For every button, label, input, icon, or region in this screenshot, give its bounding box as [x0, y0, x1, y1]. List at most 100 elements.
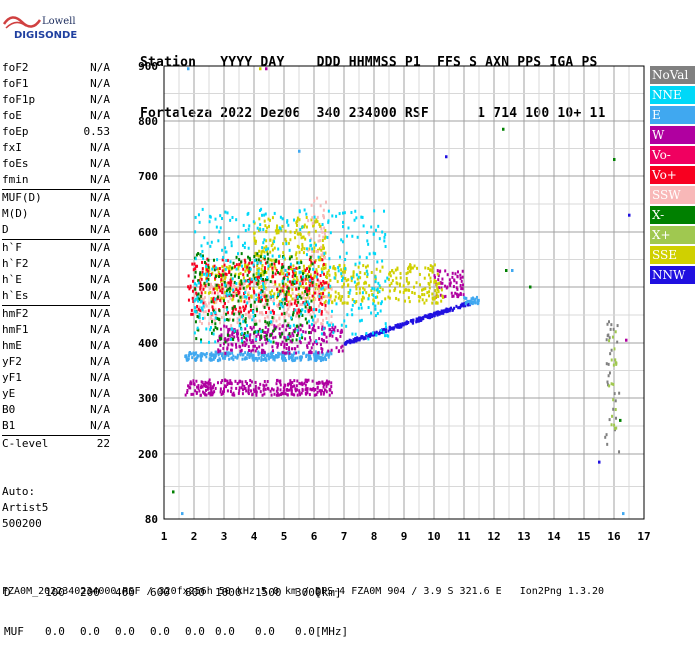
echo-point — [374, 280, 377, 284]
echo-point — [272, 388, 275, 392]
y-tick-label: 600 — [138, 226, 158, 239]
echo-point — [278, 306, 281, 310]
echo-point — [194, 389, 197, 393]
echo-point — [333, 266, 336, 270]
echo-point — [313, 274, 316, 278]
echo-point — [241, 286, 244, 290]
echo-point — [334, 290, 337, 294]
echo-point — [451, 275, 454, 279]
echo-point — [306, 344, 309, 348]
echo-point — [203, 391, 206, 395]
echo-point — [217, 239, 220, 243]
echo-point — [273, 246, 276, 250]
echo-point — [330, 352, 333, 356]
echo-point — [334, 271, 337, 275]
param-value: N/A — [90, 207, 110, 220]
echo-point — [453, 306, 456, 310]
echo-point — [211, 320, 214, 324]
echo-point — [269, 258, 272, 262]
echo-point — [308, 258, 311, 262]
echo-point — [409, 263, 412, 267]
echo-point — [304, 237, 307, 241]
echo-point — [337, 296, 340, 300]
echo-point — [190, 312, 193, 316]
echo-point — [272, 299, 275, 303]
echo-point — [358, 261, 361, 265]
echo-point — [227, 311, 230, 315]
echo-point — [400, 323, 403, 327]
echo-point — [223, 301, 226, 305]
echo-point — [219, 226, 222, 230]
echo-point — [413, 264, 416, 268]
echo-point — [255, 393, 258, 397]
echo-point — [282, 272, 285, 276]
echo-point — [347, 226, 350, 230]
echo-point — [250, 280, 253, 284]
echo-point — [258, 254, 261, 258]
echo-point — [211, 386, 214, 390]
echo-point — [207, 263, 210, 267]
echo-point — [310, 322, 313, 326]
echo-point — [303, 223, 306, 227]
echo-point — [321, 327, 324, 331]
echo-point — [254, 241, 257, 245]
echo-point — [310, 351, 313, 355]
echo-point — [201, 254, 204, 258]
echo-point — [296, 266, 299, 270]
echo-point — [246, 353, 249, 357]
echo-point — [240, 339, 243, 343]
echo-point — [315, 249, 318, 253]
echo-point — [610, 423, 613, 427]
echo-point — [331, 300, 334, 304]
echo-point — [456, 270, 459, 274]
legend-entry: SSE — [650, 246, 695, 264]
echo-point — [216, 295, 219, 299]
echo-point — [328, 273, 331, 277]
logo-wave-icon — [2, 16, 42, 28]
echo-point — [250, 277, 253, 281]
echo-point — [297, 325, 300, 329]
echo-point — [407, 296, 410, 300]
echo-point — [455, 286, 458, 290]
echo-point — [237, 310, 240, 314]
echo-point — [193, 294, 196, 298]
echo-point — [362, 264, 365, 268]
echo-point — [309, 338, 312, 342]
echo-point — [340, 323, 343, 327]
echo-point — [286, 276, 289, 280]
echo-point — [399, 322, 402, 326]
echo-point — [280, 269, 283, 273]
echo-point — [309, 354, 312, 358]
echo-point — [353, 218, 356, 222]
echo-point — [286, 285, 289, 289]
echo-point — [351, 313, 354, 317]
echo-point — [302, 296, 305, 300]
echo-point — [276, 391, 279, 395]
echo-point — [251, 339, 254, 343]
echo-point — [224, 246, 227, 250]
echo-point — [241, 357, 244, 361]
echo-point — [210, 358, 213, 362]
echo-point — [329, 294, 332, 298]
echo-point — [423, 276, 426, 280]
param-name: M(D) — [2, 207, 29, 220]
echo-point — [222, 279, 225, 283]
echo-point — [200, 289, 203, 293]
param-value: N/A — [90, 323, 110, 336]
echo-point — [235, 293, 238, 297]
echo-point — [325, 384, 328, 388]
echo-point — [307, 291, 310, 295]
echo-point — [271, 295, 274, 299]
echo-point — [254, 322, 257, 326]
echo-point — [279, 388, 282, 392]
echo-point — [346, 301, 349, 305]
echo-point — [228, 334, 231, 338]
legend-entry: NoVal — [650, 66, 695, 84]
echo-point — [365, 256, 368, 260]
echo-point — [207, 382, 210, 386]
echo-point — [253, 357, 256, 361]
param-row: hmF1 N/A — [2, 322, 110, 338]
echo-point — [438, 312, 441, 316]
echo-point — [221, 290, 224, 294]
echo-point — [320, 295, 323, 299]
